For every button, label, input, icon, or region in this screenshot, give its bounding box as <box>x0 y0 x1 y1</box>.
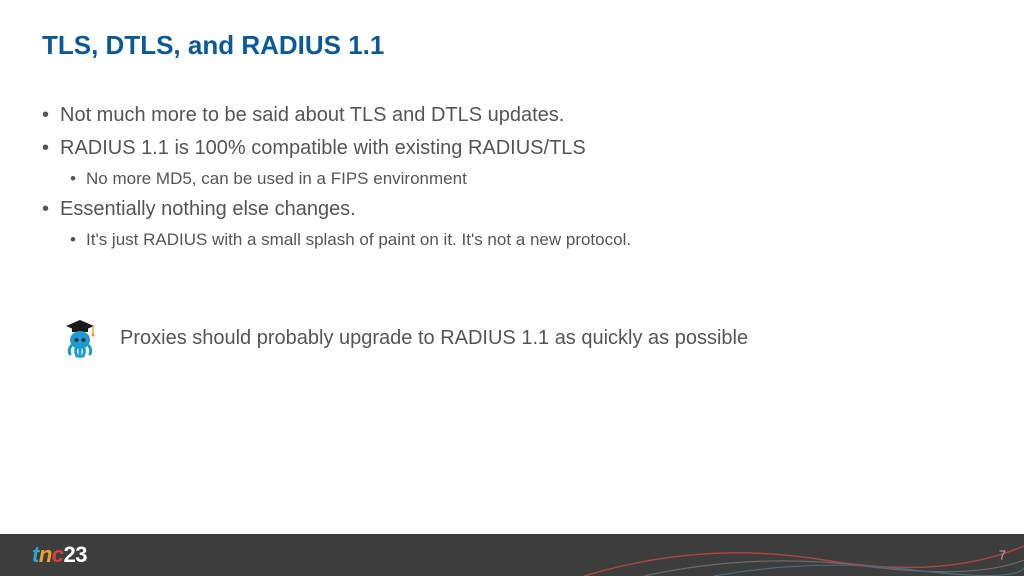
footer-bar: tnc23 7 <box>0 534 1024 576</box>
footer-logo: tnc23 <box>32 542 87 568</box>
page-number: 7 <box>999 548 1006 563</box>
bullet-list: Not much more to be said about TLS and D… <box>42 100 982 254</box>
slide: TLS, DTLS, and RADIUS 1.1 Not much more … <box>0 0 1024 576</box>
footer-decoration-inner <box>504 534 1024 576</box>
sub-bullet-item: No more MD5, can be used in a FIPS envir… <box>70 166 982 192</box>
logo-letter-t: t <box>32 542 39 567</box>
sub-bullet-text: No more MD5, can be used in a FIPS envir… <box>86 169 467 188</box>
bullet-item: Not much more to be said about TLS and D… <box>42 100 982 131</box>
bullet-text: RADIUS 1.1 is 100% compatible with exist… <box>60 137 586 159</box>
logo-year: 23 <box>64 542 87 567</box>
slide-title: TLS, DTLS, and RADIUS 1.1 <box>42 30 384 61</box>
bullet-item: RADIUS 1.1 is 100% compatible with exist… <box>42 133 982 164</box>
bullet-item: Essentially nothing else changes. <box>42 194 982 225</box>
slide-content: Not much more to be said about TLS and D… <box>42 100 982 256</box>
sub-bullet-list: It's just RADIUS with a small splash of … <box>70 227 982 253</box>
logo-letter-n: n <box>39 542 52 567</box>
bullet-text: Not much more to be said about TLS and D… <box>60 104 564 126</box>
sub-bullet-item: It's just RADIUS with a small splash of … <box>70 227 982 253</box>
logo-letter-c: c <box>52 542 64 567</box>
graduate-octopus-icon <box>62 318 98 358</box>
callout-text: Proxies should probably upgrade to RADIU… <box>120 327 748 350</box>
callout-row: Proxies should probably upgrade to RADIU… <box>62 318 748 358</box>
sub-bullet-text: It's just RADIUS with a small splash of … <box>86 230 631 249</box>
sub-bullet-list: No more MD5, can be used in a FIPS envir… <box>70 166 982 192</box>
bullet-text: Essentially nothing else changes. <box>60 198 356 220</box>
